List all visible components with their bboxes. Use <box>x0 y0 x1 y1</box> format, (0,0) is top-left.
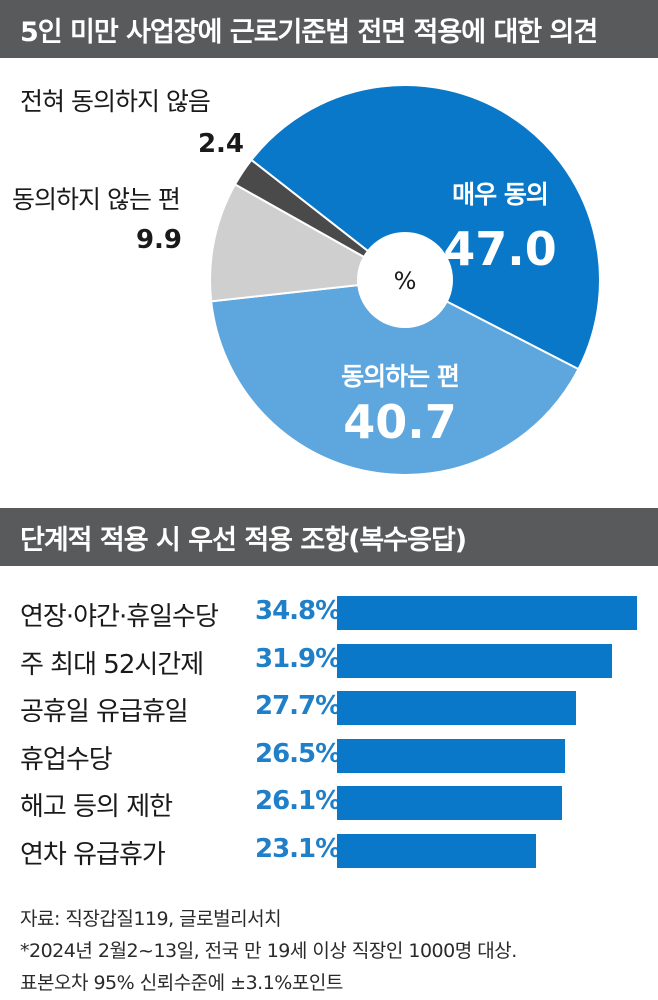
bar-shutdown-allowance <box>337 738 566 773</box>
bar-public-holidays <box>337 691 576 725</box>
bar-overtime-pay <box>337 596 637 630</box>
bar-chart-title: 단계적 적용 시 우선 적용 조항(복수응답) <box>0 508 658 566</box>
pie-center-unit-label: % <box>394 267 417 295</box>
bar-annual-leave <box>337 833 537 868</box>
pie-slice-strongly-agree <box>249 84 601 371</box>
slice-label-strongly-agree: 매우 동의 <box>452 180 548 209</box>
pie-chart: % 매우 동의 47.0 동의하는 편 40.7 전혀 동의하지 않음 2.4 … <box>12 84 601 476</box>
slice-value-strongly-agree: 47.0 <box>443 222 557 276</box>
pie-center-hole <box>357 232 453 328</box>
bar-value-label-shutdown-allowance: 26.5% <box>255 738 341 769</box>
pie-slice-disagree <box>209 183 409 303</box>
bar-dismissal-limits <box>337 786 562 820</box>
slice-value-strongly-disagree: 2.4 <box>198 129 244 159</box>
bar-max-52-hours <box>337 643 612 678</box>
slice-label-agree: 동의하는 편 <box>341 362 459 391</box>
margin-of-error-note: 표본오차 95% 신뢰수준에 ±3.1%포인트 <box>20 972 343 994</box>
slice-label-disagree: 동의하지 않는 편 <box>12 185 180 214</box>
pie-slice-agree <box>210 278 580 476</box>
source-note: 자료: 직장갑질119, 글로벌리서치 <box>20 908 282 930</box>
bar-value-label-annual-leave: 23.1% <box>255 833 341 864</box>
slice-value-agree: 40.7 <box>343 395 457 449</box>
bar-category-shutdown-allowance: 휴업수당 <box>20 744 113 775</box>
bar-value-label-overtime-pay: 34.8% <box>255 596 341 626</box>
survey-note: *2024년 2월2~13일, 전국 만 19세 이상 직장인 1000명 대상… <box>20 940 517 962</box>
bar-category-overtime-pay: 연장·야간·휴일수당 <box>20 602 219 632</box>
bar-value-label-max-52-hours: 31.9% <box>255 643 341 674</box>
bar-category-public-holidays: 공휴일 유급휴일 <box>20 697 189 727</box>
bar-value-label-dismissal-limits: 26.1% <box>255 786 341 816</box>
slice-label-strongly-disagree: 전혀 동의하지 않음 <box>20 87 210 116</box>
bar-category-dismissal-limits: 해고 등의 제한 <box>20 792 173 822</box>
slice-value-disagree: 9.9 <box>136 225 182 255</box>
bar-value-label-public-holidays: 27.7% <box>255 691 341 721</box>
pie-chart-title: 5인 미만 사업장에 근로기준법 전면 적용에 대한 의견 <box>0 0 658 58</box>
pie-slice-strongly-disagree <box>233 158 406 281</box>
bar-category-max-52-hours: 주 최대 52시간제 <box>20 649 204 680</box>
bar-category-annual-leave: 연차 유급휴가 <box>20 839 166 870</box>
